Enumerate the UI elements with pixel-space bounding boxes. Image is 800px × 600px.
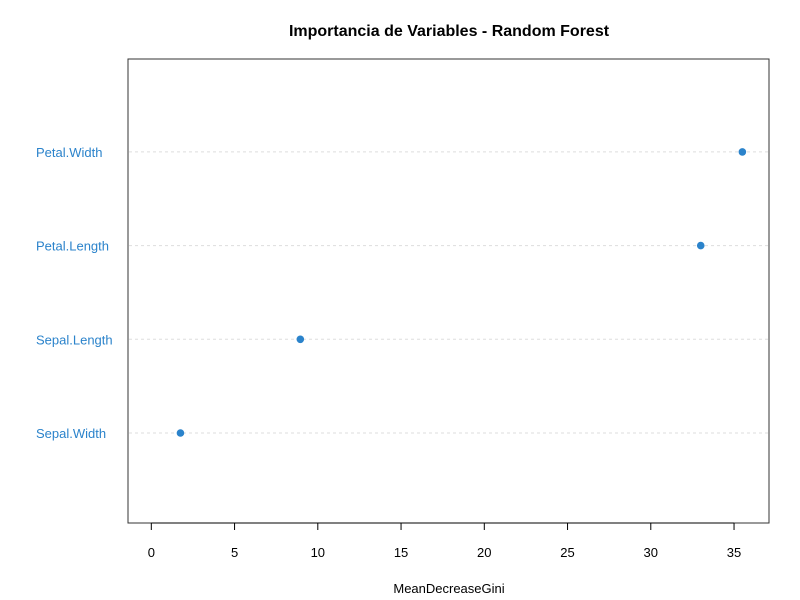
chart-title: Importancia de Variables - Random Forest — [289, 23, 610, 40]
plot-frame — [127, 58, 770, 524]
data-point-petal-width — [738, 148, 747, 156]
category-label-petal-width: Petal.Width — [36, 145, 102, 160]
x-axis-label: MeanDecreaseGini — [393, 581, 504, 596]
x-axis: 0 5 10 15 20 25 30 35 — [148, 522, 741, 560]
category-labels: Sepal.Width Sepal.Length Petal.Length Petal… — [36, 145, 113, 441]
category-label-petal-length: Petal.Length — [36, 239, 109, 254]
x-tick-label: 15 — [394, 545, 408, 560]
x-tick-label: 20 — [477, 545, 491, 560]
category-label-sepal-width: Sepal.Width — [36, 426, 106, 441]
data-point-sepal-length — [296, 335, 305, 344]
x-tick-label: 0 — [148, 545, 155, 560]
data-points — [176, 148, 747, 437]
data-point-petal-length — [696, 241, 705, 250]
gridlines — [129, 151, 768, 434]
x-tick-label: 35 — [727, 545, 741, 560]
x-tick-label: 30 — [644, 545, 658, 560]
x-tick-label: 25 — [560, 545, 574, 560]
category-label-sepal-length: Sepal.Length — [36, 332, 113, 347]
x-tick-label: 10 — [311, 545, 325, 560]
x-tick-label: 5 — [231, 545, 238, 560]
data-point-sepal-width — [176, 429, 185, 437]
